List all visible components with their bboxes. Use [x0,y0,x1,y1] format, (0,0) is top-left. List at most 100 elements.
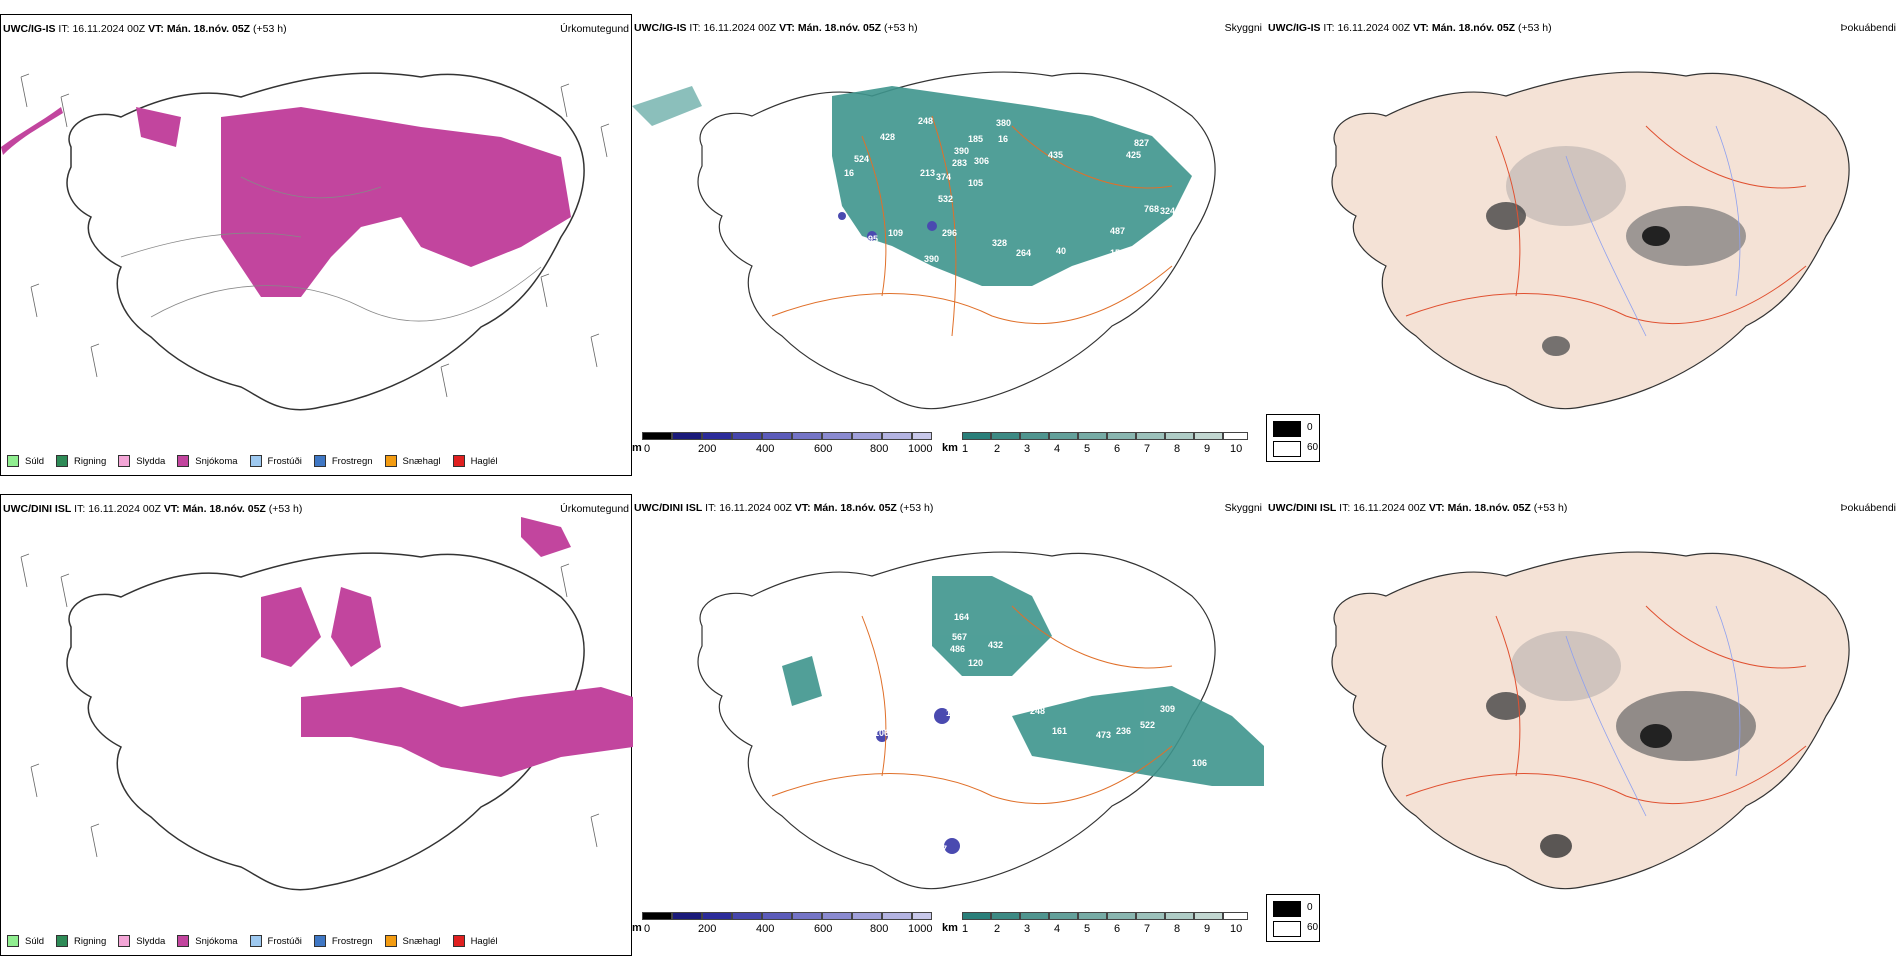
cb-label: 309 [1160,704,1175,714]
cb-label: 522 [1140,720,1155,730]
cb-label: 567 [952,632,967,642]
cb-label: 236 [1116,726,1131,736]
fog-patches [1486,631,1756,858]
roads [120,176,542,322]
cb-label: 152 [1110,248,1125,258]
legend-item-frostregn: Frostregn [313,455,373,467]
cb-label: 283 [952,158,967,168]
precip-legend: Súld Rigning Slydda Snjókoma Frostúði Fr… [7,455,498,467]
cb-label: 185 [968,134,983,144]
cb-label: 324 [1160,206,1175,216]
cb-label: 161 [946,708,961,718]
fog-map [1331,551,1850,890]
cb-label: 296 [942,228,957,238]
cb-label: 267 [1142,618,1157,628]
cb-label: 435 [1048,150,1063,160]
cb-label: 105 [968,178,983,188]
cb-label: 164 [954,612,969,622]
legend-item-suld: Súld [7,935,44,947]
visibility-panel-igis: UWC/IG-IS IT: 16.11.2024 00Z VT: Mán. 18… [632,14,1264,476]
legend-item-haglel: Haglél [452,935,498,947]
legend-item-slydda: Slydda [118,455,165,467]
cb-label: 310 [994,728,1009,738]
product-name: Skyggni [1224,502,1262,514]
roads [771,605,1173,805]
cb-label: 16 [998,134,1008,144]
panel-title: UWC/DINI ISL IT: 16.11.2024 00Z VT: Mán.… [3,503,303,515]
snow-area-north [221,107,571,297]
precip-legend: Súld Rigning Slydda Snjókoma Frostúði Fr… [7,935,498,947]
legend-item-rigning: Rigning [56,455,106,467]
iceland-land [1331,71,1850,410]
legend-item-snaehagl: Snæhagl [384,935,441,947]
precip-type-panel-dini: UWC/DINI ISL IT: 16.11.2024 00Z VT: Mán.… [0,494,633,956]
cb-label: 768 [1144,204,1159,214]
visibility-colorbar: km 1 2 3 4 5 6 7 8 9 10 [942,908,1252,948]
cb-label: 357 [932,844,947,854]
cb-label: 306 [974,156,989,166]
cb-label: 432 [988,640,1003,650]
snow-band-nw [1,107,63,155]
product-name: Þokuábendi [1840,22,1896,34]
cb-label: 374 [936,172,951,182]
fog-colorbar-bottom: 0 60 [1266,894,1320,942]
panel-title: UWC/DINI ISL IT: 16.11.2024 00Z VT: Mán.… [1268,502,1568,514]
cb-label: 15 [862,734,872,744]
cb-label: 390 [954,146,969,156]
precip-map [20,517,633,891]
product-name: Skyggni [1224,22,1262,34]
precip-map [1,72,610,411]
rivers [1565,125,1741,337]
cb-label: 425 [1126,150,1141,160]
panel-title: UWC/IG-IS IT: 16.11.2024 00Z VT: Mán. 18… [1268,22,1552,34]
cb-label: 15 [894,710,904,720]
fog-map [1331,71,1850,410]
cb-label: 16 [1048,680,1058,690]
legend-item-slydda: Slydda [118,935,165,947]
roads [771,115,1173,337]
cb-label: 106 [874,728,889,738]
cb-label: 827 [1134,138,1149,148]
visibility-areas [782,576,1264,786]
visibility-area-west [632,86,702,126]
cb-label: 328 [992,238,1007,248]
cb-label: 532 [938,194,953,204]
cb-label: 213 [920,168,935,178]
cb-label: 161 [1052,726,1067,736]
cb-label: 40 [1056,246,1066,256]
rivers [1565,605,1741,817]
panel-title: UWC/IG-IS IT: 16.11.2024 00Z VT: Mán. 18… [634,22,918,34]
cb-label: 248 [1030,706,1045,716]
fog-roads [1405,605,1807,805]
product-name: Þokuábendi [1840,502,1896,514]
low-cloud-spots [838,212,937,241]
cb-label: 487 [1110,226,1125,236]
fog-panel-igis: UWC/IG-IS IT: 16.11.2024 00Z VT: Mán. 18… [1266,14,1898,476]
legend-item-snaehagl: Snæhagl [384,455,441,467]
legend-item-snjokoma: Snjókoma [177,935,238,947]
cb-label: 95 [868,234,878,244]
cloud-base-labels: 248 380 428 185 16 390 524 306 283 435 8… [844,116,1175,264]
iceland-land [1331,551,1850,890]
precip-type-panel-igis: UWC/IG-IS IT: 16.11.2024 00Z VT: Mán. 18… [0,14,632,476]
fog-panel-dini: UWC/DINI ISL IT: 16.11.2024 00Z VT: Mán.… [1266,494,1898,956]
visibility-unit: km [942,922,958,934]
legend-item-haglel: Haglél [452,455,498,467]
cb-label: 264 [1016,248,1031,258]
visibility-area [832,86,1192,286]
legend-item-frostudi: Frostúði [249,935,302,947]
cb-label: 486 [950,644,965,654]
cb-label: 380 [996,118,1011,128]
visibility-colorbar: km 1 2 3 4 5 6 7 8 9 10 [942,428,1252,468]
cloud-base-colorbar: m 0 200 400 600 800 1000 [632,428,932,468]
snow-area-west [136,107,181,147]
cb-label: 20 [976,722,986,732]
legend-item-frostregn: Frostregn [313,935,373,947]
visibility-panel-dini: UWC/DINI ISL IT: 16.11.2024 00Z VT: Mán.… [632,494,1264,956]
visibility-unit: km [942,442,958,454]
cb-label: 120 [968,658,983,668]
cb-label: 248 [918,116,933,126]
low-cloud-spots [876,708,960,854]
wind-barbs [20,553,600,858]
product-name: Úrkomutegund [560,503,629,515]
